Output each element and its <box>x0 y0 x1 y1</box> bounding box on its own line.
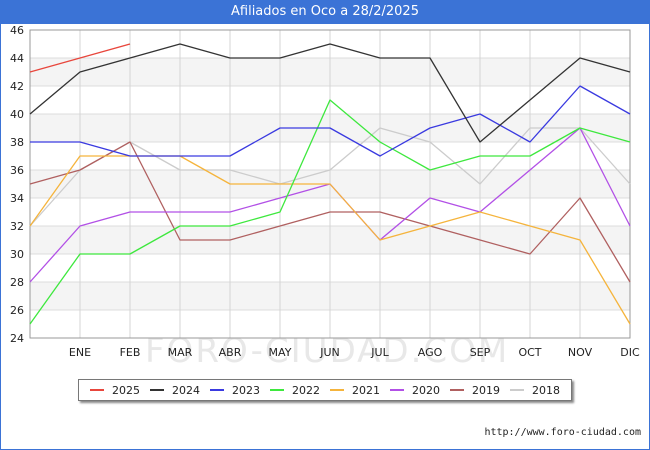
y-tick-label: 44 <box>10 52 24 65</box>
y-tick-label: 24 <box>10 332 24 345</box>
legend-item: 2023 <box>210 384 260 397</box>
legend-item: 2024 <box>150 384 200 397</box>
x-tick-label: MAR <box>168 346 193 359</box>
legend-swatch <box>330 389 344 391</box>
y-tick-label: 40 <box>10 108 24 121</box>
series-line-2025 <box>29 43 131 73</box>
y-tick-label: 28 <box>10 276 24 289</box>
x-tick-label: MAY <box>269 346 292 359</box>
y-tick-label: 34 <box>10 192 24 205</box>
legend-swatch <box>150 389 164 391</box>
legend-swatch <box>210 389 224 391</box>
legend-item: 2019 <box>450 384 500 397</box>
x-tick-label: DIC <box>620 346 640 359</box>
chart-title: Afiliados en Oco a 28/2/2025 <box>0 0 650 24</box>
y-tick-label: 32 <box>10 220 24 233</box>
x-tick-label: ENE <box>69 346 91 359</box>
legend-item: 2022 <box>270 384 320 397</box>
legend: 2025 2024 2023 2022 2021 2020 2019 2018 <box>78 379 572 401</box>
legend-label: 2023 <box>232 383 260 397</box>
x-tick-label: ABR <box>219 346 242 359</box>
legend-label: 2021 <box>352 383 380 397</box>
y-tick-label: 42 <box>10 80 24 93</box>
legend-label: 2025 <box>112 383 140 397</box>
legend-item: 2025 <box>90 384 140 397</box>
x-tick-label: SEP <box>470 346 491 359</box>
series-line-2024 <box>29 43 631 143</box>
legend-item: 2021 <box>330 384 380 397</box>
x-tick-label: JUN <box>319 346 340 359</box>
legend-swatch <box>90 389 104 391</box>
legend-swatch <box>270 389 284 391</box>
legend-label: 2020 <box>412 383 440 397</box>
x-tick-label: FEB <box>120 346 141 359</box>
series-line-2023 <box>30 85 631 157</box>
y-tick-label: 38 <box>10 136 24 149</box>
legend-label: 2019 <box>472 383 500 397</box>
series-line-2019 <box>29 141 631 283</box>
y-tick-label: 36 <box>10 164 24 177</box>
legend-item: 2020 <box>390 384 440 397</box>
source-credit: http://www.foro-ciudad.com <box>484 427 641 438</box>
x-tick-label: JUL <box>370 346 389 359</box>
x-tick-label: OCT <box>518 346 541 359</box>
y-tick-label: 30 <box>10 248 24 261</box>
y-tick-label: 46 <box>10 24 24 37</box>
legend-label: 2018 <box>532 383 560 397</box>
legend-swatch <box>510 389 524 391</box>
x-tick-label: NOV <box>568 346 593 359</box>
legend-swatch <box>450 389 464 391</box>
legend-swatch <box>390 389 404 391</box>
series-line-2022 <box>29 99 631 325</box>
legend-item: 2018 <box>510 384 560 397</box>
legend-label: 2022 <box>292 383 320 397</box>
x-tick-label: AGO <box>418 346 443 359</box>
legend-label: 2024 <box>172 383 200 397</box>
y-tick-label: 26 <box>10 304 24 317</box>
